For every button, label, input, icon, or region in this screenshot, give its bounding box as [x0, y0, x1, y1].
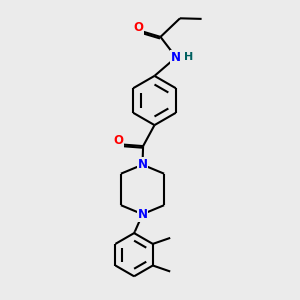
Text: N: N [137, 208, 148, 221]
Text: O: O [113, 134, 123, 148]
Text: N: N [137, 158, 148, 171]
Text: H: H [184, 52, 193, 62]
Text: O: O [133, 21, 143, 34]
Text: N: N [171, 51, 181, 64]
